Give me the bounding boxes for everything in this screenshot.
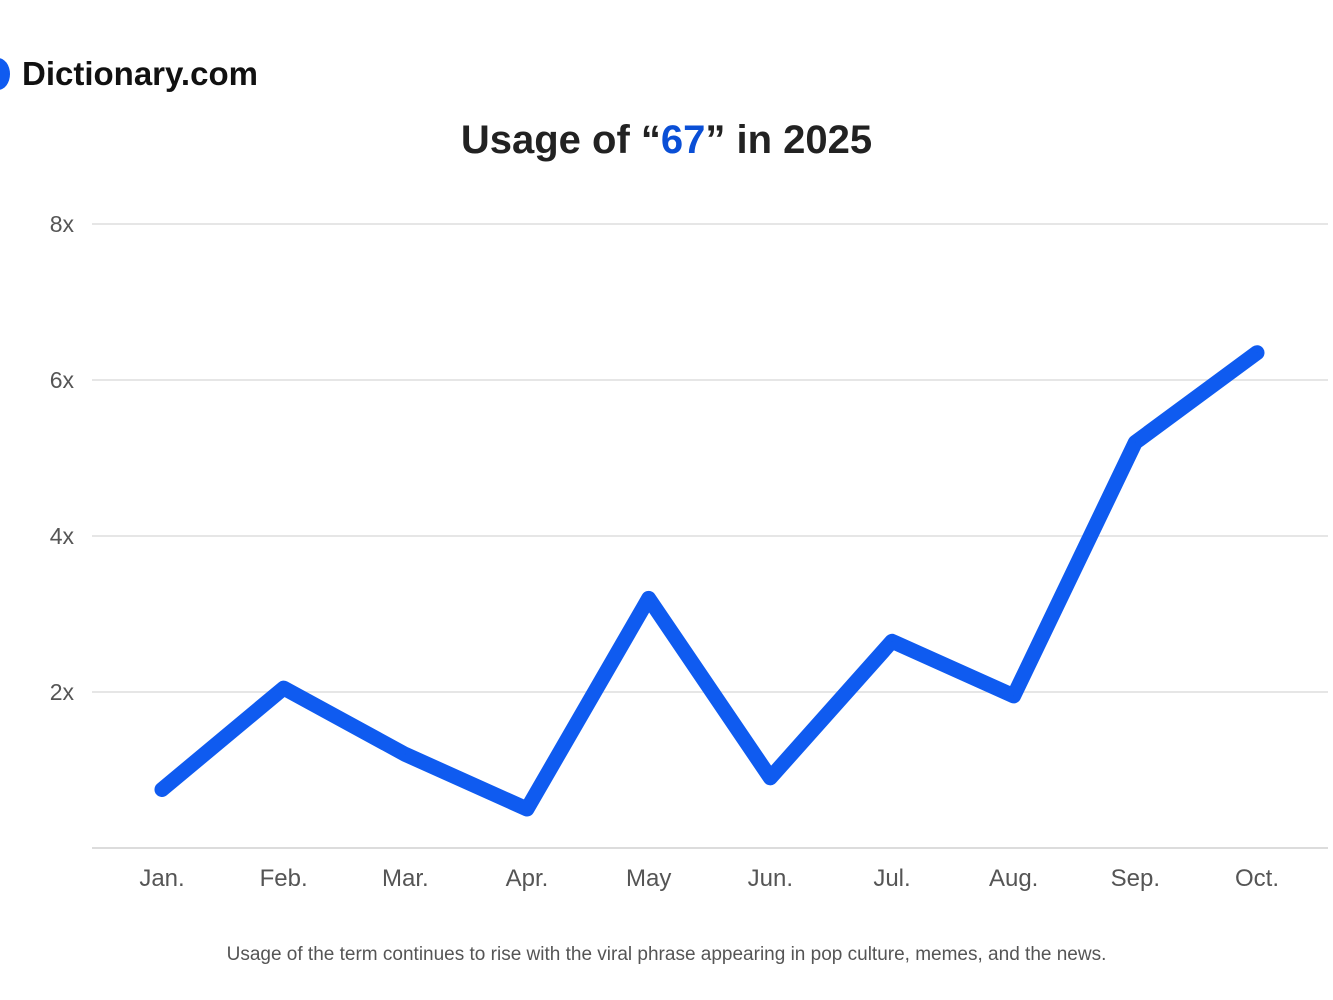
data-point-Jul. (891, 640, 893, 642)
data-point-Mar. (404, 753, 406, 755)
series-layer (154, 345, 1265, 817)
data-point-Jun. (769, 777, 771, 779)
x-tick-label: Aug. (989, 865, 1038, 892)
y-tick-label: 6x (50, 367, 75, 393)
data-point-Aug. (1013, 695, 1015, 697)
y-tick-label: 2x (50, 679, 75, 705)
x-tick-label: Oct. (1235, 865, 1279, 892)
x-tick-label: Sep. (1111, 865, 1160, 892)
x-tick-label: Jun. (748, 865, 793, 892)
x-tick-label: Apr. (506, 865, 549, 892)
x-tick-label: Mar. (382, 865, 429, 892)
y-tick-label: 8x (50, 211, 75, 237)
brand-name: Dictionary.com (22, 55, 258, 92)
label-layer: 2x 4x 6x 8x Jan. Feb. Mar. Apr. May Jun. Jul. Aug. S… (50, 211, 1279, 892)
series-line-0 (154, 345, 1265, 817)
chart-title: Usage of “67” in 2025 (0, 118, 1333, 163)
data-point-Jan. (161, 789, 163, 790)
data-point-Apr. (526, 808, 528, 810)
chart-title-suffix: ” in 2025 (705, 118, 873, 162)
y-tick-label: 4x (50, 523, 75, 549)
data-point-Feb. (283, 687, 285, 689)
grid-layer (92, 223, 1328, 693)
data-point-May (648, 597, 650, 599)
x-tick-label: May (626, 865, 671, 892)
data-point-Oct. (1256, 352, 1258, 354)
chart-title-prefix: Usage of “ (460, 118, 661, 162)
chart-title-term: 67 (660, 118, 706, 162)
x-tick-label: Jan. (139, 865, 184, 892)
brand-dot-icon (0, 58, 10, 90)
x-tick-label: Jul. (873, 865, 910, 892)
chart-caption: Usage of the term continues to rise with… (226, 944, 1107, 965)
x-tick-label: Feb. (260, 865, 308, 892)
data-point-Sep. (1134, 441, 1136, 443)
